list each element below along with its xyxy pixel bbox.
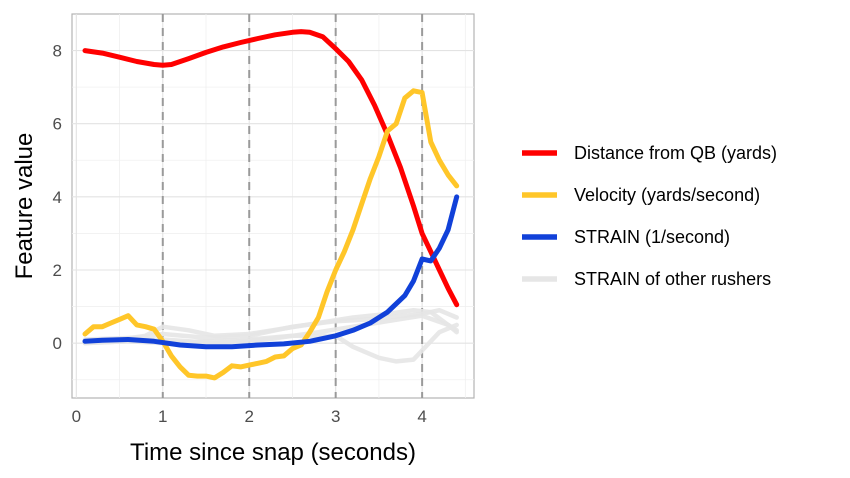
- y-tick-label: 4: [53, 188, 62, 207]
- y-tick-label: 6: [53, 115, 62, 134]
- distance-line: [82, 29, 460, 308]
- y-tick-label: 8: [53, 42, 62, 61]
- x-axis-title: Time since snap (seconds): [130, 439, 416, 466]
- legend-label: Velocity (yards/second): [574, 185, 760, 205]
- y-axis-title: Feature value: [11, 133, 38, 280]
- y-tick-label: 2: [53, 261, 62, 280]
- series-lines: [82, 29, 460, 381]
- x-tick-label: 1: [158, 407, 167, 426]
- panel-border: [71, 13, 475, 399]
- legend-label: STRAIN of other rushers: [574, 269, 771, 289]
- tick-labels: 0 1 2 3 4 0 2 4 6 8: [53, 42, 427, 426]
- y-tick-label: 0: [53, 334, 62, 353]
- plot-panel: [71, 13, 475, 399]
- velocity-line: [82, 88, 460, 381]
- legend-label: Distance from QB (yards): [574, 143, 777, 163]
- strain-line: [82, 194, 460, 350]
- other-rusher-line: [82, 313, 459, 346]
- reference-lines: [161, 14, 424, 398]
- x-tick-label: 0: [72, 407, 81, 426]
- x-tick-label: 3: [331, 407, 340, 426]
- legend: Distance from QB (yards) Velocity (yards/…: [522, 143, 777, 289]
- x-tick-label: 2: [244, 407, 253, 426]
- legend-label: STRAIN (1/second): [574, 227, 730, 247]
- x-tick-label: 4: [417, 407, 426, 426]
